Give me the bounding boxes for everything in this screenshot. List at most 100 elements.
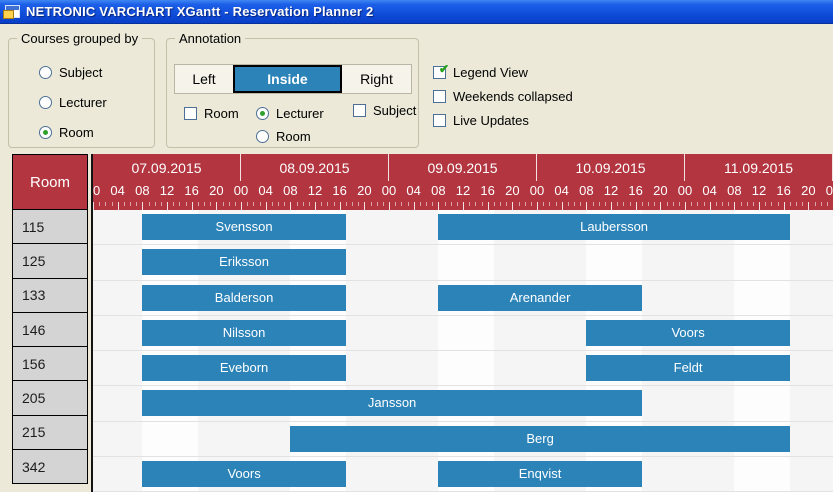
- checkbox-icon: [433, 66, 446, 79]
- tick-mark: [660, 202, 662, 210]
- tick-mark: [407, 202, 409, 206]
- tick-mark: [456, 202, 458, 206]
- reservation-bar-feldt[interactable]: Feldt: [586, 355, 790, 382]
- timescale-tick-row: [93, 202, 833, 210]
- tick-mark: [160, 202, 162, 206]
- reservation-bar-balderson[interactable]: Balderson: [142, 284, 346, 311]
- tick-mark: [364, 202, 366, 210]
- tick-mark: [308, 202, 310, 206]
- grouping-groupbox-label: Courses grouped by: [17, 31, 143, 46]
- annotation-lecturer-radio-slot: Lecturer: [256, 106, 324, 121]
- workday-band: [734, 386, 790, 421]
- hour-label: 12: [455, 183, 471, 198]
- option-label: Weekends collapsed: [453, 89, 573, 104]
- reservation-bar-svensson[interactable]: Svensson: [142, 214, 346, 240]
- date-header-cell: 11.09.2015: [685, 154, 833, 181]
- workday-band: [734, 457, 790, 492]
- reservation-bar-voors[interactable]: Voors: [586, 319, 790, 346]
- annotation-lecturer-radio[interactable]: Lecturer: [256, 106, 324, 121]
- grouping-radio-lecturer[interactable]: Lecturer: [39, 95, 107, 110]
- tick-mark: [204, 202, 205, 206]
- reservation-bar-arenander[interactable]: Arenander: [438, 284, 642, 311]
- tick-mark: [185, 202, 187, 206]
- tick-mark: [327, 202, 329, 206]
- tick-mark: [413, 202, 415, 210]
- workday-band: [734, 245, 790, 280]
- checkbox-icon: ✔: [433, 63, 449, 127]
- hour-label: 04: [702, 183, 717, 198]
- tick-mark: [524, 202, 526, 206]
- tick-mark: [136, 202, 138, 206]
- tick-mark: [481, 202, 483, 206]
- gantt-row-342: Voors Enqvist: [93, 457, 833, 492]
- tick-mark: [222, 202, 224, 206]
- room-column-header: Room: [12, 154, 88, 210]
- tick-mark: [123, 202, 125, 206]
- annotation-groupbox-label: Annotation: [175, 31, 246, 46]
- tick-mark: [148, 202, 150, 206]
- hour-label: 12: [307, 183, 323, 198]
- room-cell-342[interactable]: 342: [12, 449, 88, 485]
- tick-mark: [154, 202, 156, 206]
- grouping-groupbox: Courses grouped by Subject Lecturer Room: [8, 31, 155, 148]
- room-cell-125[interactable]: 125: [12, 243, 88, 279]
- tick-mark: [826, 202, 828, 206]
- tick-mark: [167, 202, 168, 210]
- room-cell-215[interactable]: 215: [12, 414, 88, 451]
- tick-mark: [598, 202, 600, 206]
- checkbox-icon: [184, 107, 197, 120]
- tick-mark: [259, 202, 261, 206]
- tick-mark: [802, 202, 804, 206]
- tick-mark: [808, 202, 810, 210]
- checkmark-icon: ✔: [439, 63, 449, 75]
- tick-mark: [629, 202, 631, 206]
- reservation-bar-jansson[interactable]: Jansson: [142, 390, 642, 417]
- tick-mark: [567, 202, 569, 206]
- checkbox-icon: ✔: [433, 63, 449, 103]
- hour-label: 16: [332, 183, 347, 198]
- tick-mark: [611, 202, 612, 210]
- reservation-bar-eveborn[interactable]: Eveborn: [142, 355, 346, 382]
- tick-mark: [648, 202, 649, 206]
- tick-mark: [315, 202, 316, 210]
- reservation-bar-voors[interactable]: Voors: [142, 461, 346, 488]
- gantt-row-133: Balderson Arenander: [93, 280, 833, 316]
- room-cell-115[interactable]: 115: [12, 209, 88, 245]
- reservation-bar-laubersson[interactable]: Laubersson: [438, 214, 790, 240]
- annotation-subject-checkbox[interactable]: Subject: [353, 103, 416, 118]
- room-cell-146[interactable]: 146: [12, 311, 88, 348]
- reservation-bar-enqvist[interactable]: Enqvist: [438, 461, 642, 488]
- tick-mark: [475, 202, 477, 206]
- view-option-weekends-collapsed[interactable]: ✔ Weekends collapsed: [433, 63, 573, 104]
- tick-mark: [574, 202, 575, 206]
- room-cell-133[interactable]: 133: [12, 277, 88, 313]
- view-option-live-updates[interactable]: ✔ Live Updates: [433, 63, 573, 128]
- reservation-bar-eriksson[interactable]: Eriksson: [142, 249, 346, 276]
- tick-mark: [253, 202, 255, 206]
- view-option-legend-view[interactable]: Legend View: [433, 65, 573, 80]
- grouping-radio-subject[interactable]: Subject: [39, 65, 107, 80]
- tick-mark: [703, 202, 705, 206]
- tick-mark: [432, 202, 434, 206]
- tick-mark: [370, 202, 372, 206]
- annotation-position-right[interactable]: Right: [360, 71, 393, 87]
- workday-band: [438, 351, 494, 386]
- room-cell-205[interactable]: 205: [12, 380, 88, 416]
- tick-mark: [777, 202, 779, 206]
- gantt-row-115: Svensson Laubersson: [93, 210, 833, 246]
- tick-mark: [672, 202, 674, 206]
- hour-label: 00: [529, 183, 545, 198]
- reservation-bar-nilsson[interactable]: Nilsson: [142, 319, 346, 346]
- tick-mark: [722, 202, 723, 206]
- grouping-radio-room[interactable]: Room: [39, 125, 107, 140]
- checkbox-icon: [353, 104, 366, 117]
- annotation-position-left[interactable]: Left: [192, 71, 216, 87]
- reservation-bar-berg[interactable]: Berg: [290, 425, 790, 452]
- room-cell-156[interactable]: 156: [12, 346, 88, 382]
- hour-label: 12: [751, 183, 767, 198]
- annotation-room-checkbox[interactable]: Room: [184, 106, 239, 121]
- option-label: Subject: [373, 103, 417, 118]
- tick-mark: [666, 202, 668, 206]
- annotation-room-radio[interactable]: Room: [256, 129, 311, 144]
- annotation-position-inside[interactable]: Inside: [233, 65, 342, 93]
